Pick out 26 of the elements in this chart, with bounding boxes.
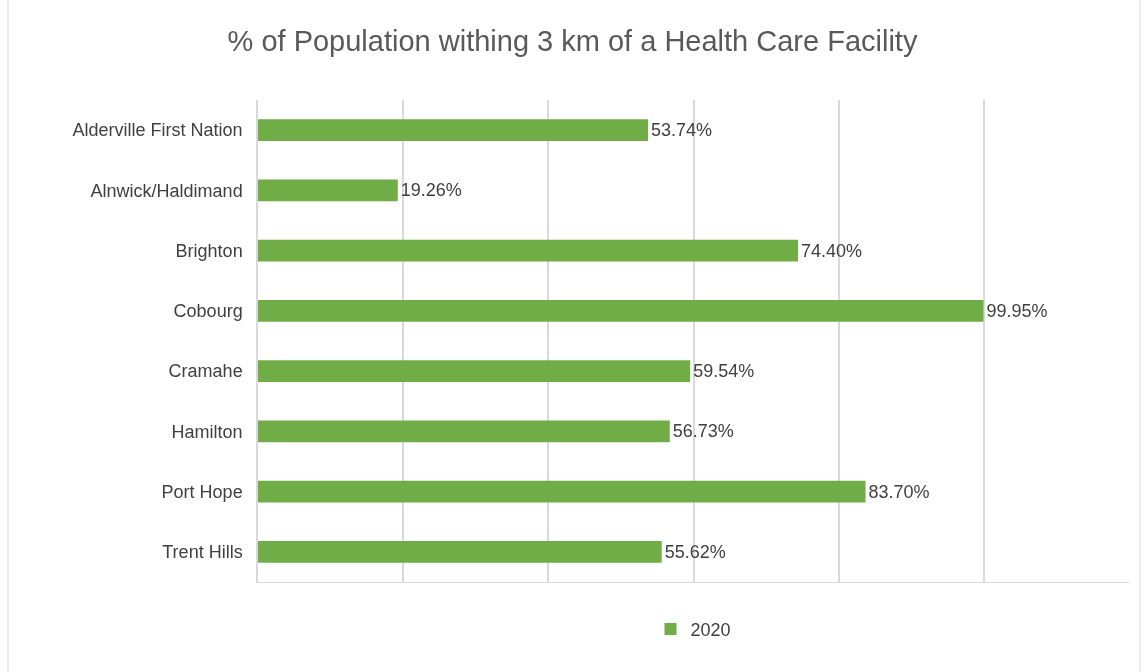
y-tick-label: Alderville First Nation (72, 120, 243, 141)
y-tick-label: Hamilton (171, 421, 243, 442)
data-label: 59.54% (693, 361, 755, 382)
data-label: 53.74% (651, 120, 713, 141)
y-tick-label: Port Hope (161, 481, 243, 502)
bar (258, 300, 984, 322)
bar (258, 119, 649, 141)
y-tick-label: Brighton (175, 240, 243, 261)
data-label: 19.26% (400, 180, 462, 201)
bar (258, 239, 799, 262)
data-label: 56.73% (672, 421, 734, 442)
data-label: 55.62% (664, 541, 726, 562)
y-tick-label: Cobourg (173, 301, 243, 322)
bar (258, 480, 866, 503)
bar (258, 360, 691, 382)
chart-title: % of Population withing 3 km of a Health Care Facility (227, 24, 918, 57)
y-tick-label: Alnwick/Haldimand (90, 180, 243, 201)
bar (258, 179, 398, 202)
y-tick-label: Cramahe (168, 361, 243, 382)
legend-label: 2020 (690, 620, 731, 641)
bar (258, 420, 670, 443)
data-label: 83.70% (868, 481, 930, 502)
bar (258, 541, 662, 563)
data-label: 99.95% (986, 300, 1048, 321)
data-label: 74.40% (801, 240, 863, 261)
y-tick-label: Trent Hills (162, 542, 243, 563)
